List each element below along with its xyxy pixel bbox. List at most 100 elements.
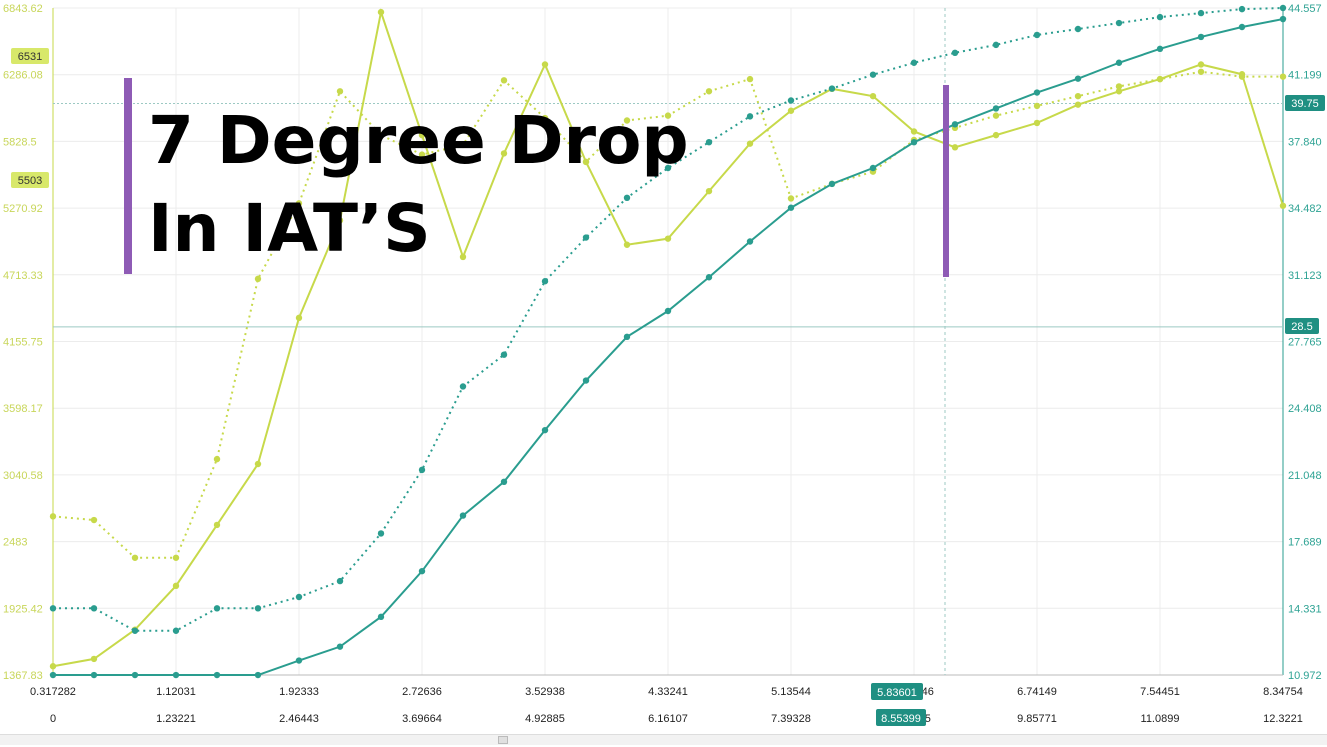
data-point-yellow-dotted	[1279, 73, 1287, 80]
x-top-tick-label: 1.12031	[156, 686, 196, 698]
x-top-tick-label: 1.92333	[279, 686, 319, 698]
data-point-yellow-solid	[459, 253, 467, 261]
badge-cursor-bottom: 8.55399	[881, 713, 921, 725]
data-point-yellow-dotted	[623, 117, 631, 124]
x-bottom-tick-label: 9.85771	[1017, 713, 1057, 725]
data-point-yellow-solid	[746, 140, 754, 147]
data-point-teal-solid	[1074, 75, 1082, 82]
data-point-teal-dotted	[1115, 19, 1123, 27]
data-point-yellow-dotted	[541, 114, 549, 122]
data-point-teal-solid	[90, 671, 98, 679]
data-point-teal-dotted	[336, 577, 344, 585]
data-point-teal-dotted	[459, 383, 467, 390]
right-tick-label: 17.689	[1288, 537, 1322, 549]
data-point-yellow-solid	[336, 217, 344, 224]
data-point-teal-solid	[336, 643, 344, 650]
data-point-yellow-solid	[541, 61, 549, 68]
data-point-teal-dotted	[1238, 5, 1246, 13]
data-point-yellow-solid	[705, 187, 713, 195]
data-point-yellow-dotted	[336, 88, 344, 95]
series-layer	[49, 4, 1287, 679]
data-point-teal-solid	[49, 671, 57, 679]
data-point-yellow-dotted	[787, 195, 795, 202]
data-point-yellow-solid	[869, 92, 877, 100]
data-point-yellow-solid	[1033, 119, 1041, 127]
data-point-yellow-solid	[500, 150, 508, 157]
right-tick-label: 10.972	[1288, 670, 1322, 682]
data-point-teal-dotted	[869, 71, 877, 78]
left-tick-label: 2483	[3, 537, 27, 549]
data-point-teal-solid	[295, 657, 303, 664]
data-point-teal-solid	[500, 478, 508, 486]
data-point-yellow-solid	[623, 241, 631, 248]
data-point-teal-dotted	[1074, 25, 1082, 33]
x-bottom-tick-label: 3.69664	[402, 713, 442, 725]
data-point-yellow-dotted	[1074, 92, 1082, 100]
data-point-teal-dotted	[1279, 4, 1287, 12]
left-tick-label: 4155.75	[3, 337, 43, 349]
x-bottom-tick-label: 2.46443	[279, 713, 319, 725]
data-point-yellow-dotted	[213, 455, 221, 463]
data-point-yellow-dotted	[254, 275, 262, 283]
data-point-teal-solid	[1279, 15, 1287, 23]
right-tick-label: 31.123	[1288, 270, 1322, 282]
badge-left-low-box	[11, 172, 49, 188]
data-point-teal-solid	[131, 671, 139, 679]
data-point-teal-solid	[910, 138, 918, 146]
data-point-yellow-dotted	[172, 554, 180, 561]
data-point-teal-solid	[172, 671, 180, 679]
data-point-yellow-solid	[90, 655, 98, 663]
badge-left-high: 6531	[18, 51, 42, 63]
data-point-teal-solid	[623, 333, 631, 341]
data-point-teal-dotted	[254, 605, 262, 612]
data-point-teal-solid	[254, 671, 262, 679]
data-point-teal-solid	[828, 180, 836, 188]
x-top-tick-label: 4.33241	[648, 686, 688, 698]
x-top-tick-label: 5.13544	[771, 686, 811, 698]
x-bottom-tick-label: 1.23221	[156, 713, 196, 725]
data-point-yellow-solid	[992, 131, 1000, 139]
left-tick-label: 3040.58	[3, 470, 43, 482]
data-point-teal-solid	[377, 613, 385, 621]
x-bottom-tick-label: 4.92885	[525, 713, 565, 725]
data-point-yellow-solid	[664, 235, 672, 242]
data-point-teal-dotted	[664, 164, 672, 172]
data-point-teal-dotted	[500, 351, 508, 358]
x-bottom-tick-label: 11.0899	[1141, 713, 1180, 725]
x-bottom-tick-label: 12.3221	[1263, 713, 1303, 725]
data-point-yellow-solid	[1197, 61, 1205, 68]
data-point-teal-solid	[213, 671, 221, 679]
badge-cursor-top: 5.83601	[877, 687, 917, 699]
data-point-teal-dotted	[49, 605, 57, 612]
purple-bar-right	[943, 85, 949, 277]
data-point-yellow-dotted	[1197, 68, 1205, 75]
data-point-yellow-solid	[295, 314, 303, 322]
data-point-teal-dotted	[418, 466, 426, 474]
data-point-yellow-dotted	[705, 88, 713, 95]
data-point-yellow-solid	[172, 582, 180, 590]
data-point-yellow-dotted	[90, 516, 98, 524]
data-point-teal-dotted	[705, 138, 713, 146]
x-top-tick-label: 7.54451	[1140, 686, 1180, 698]
data-point-yellow-dotted	[1156, 75, 1164, 83]
right-tick-label: 34.482	[1288, 203, 1322, 215]
data-point-yellow-dotted	[664, 112, 672, 119]
scrollbar-handle[interactable]	[498, 736, 508, 744]
data-point-teal-dotted	[951, 49, 959, 57]
tick-labels: 6843.62 44.557 6286.08 41.199 5828.5 37.840 52…	[3, 3, 1322, 725]
data-point-teal-dotted	[213, 605, 221, 612]
data-point-yellow-solid	[377, 8, 385, 16]
data-point-teal-solid	[1115, 59, 1123, 66]
left-tick-label: 6843.62	[3, 3, 43, 15]
data-point-yellow-dotted	[746, 75, 754, 83]
data-point-teal-dotted	[828, 85, 836, 92]
data-point-yellow-dotted	[459, 141, 467, 149]
x-top-tick-label: 2.72636	[402, 686, 442, 698]
data-point-teal-solid	[746, 238, 754, 245]
value-badges: 6531 5503 39.75 28.5 5.83601 8.55399	[11, 48, 1325, 726]
badge-right-high: 39.75	[1291, 98, 1319, 110]
badge-cursor-bottom-box	[876, 709, 926, 726]
overlay-title-line1: 7 Degree Drop	[148, 102, 689, 179]
data-point-yellow-solid	[49, 663, 57, 670]
horizontal-scrollbar[interactable]	[0, 734, 1327, 745]
